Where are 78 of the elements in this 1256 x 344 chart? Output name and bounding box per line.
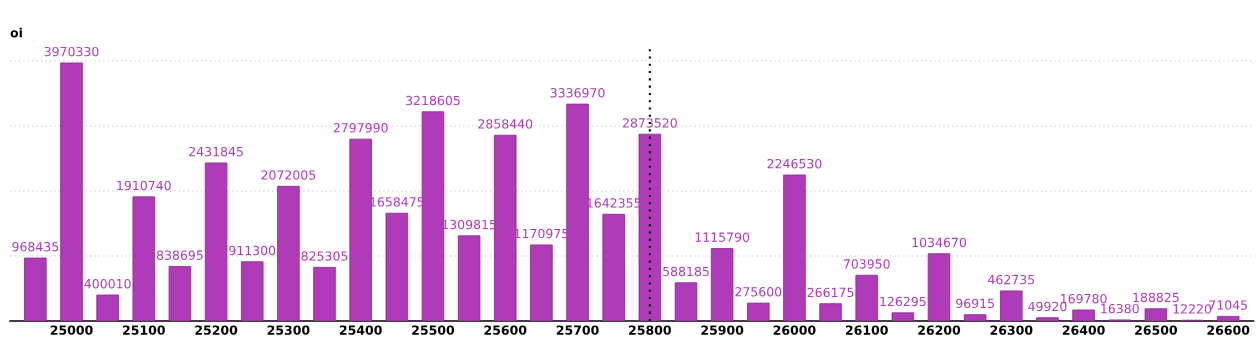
x-tick-label: 26300 [990, 325, 1033, 335]
data-label: 3218605 [406, 95, 460, 106]
data-label: 2858440 [478, 119, 533, 129]
bar [1000, 290, 1023, 321]
data-label: 12220 [1173, 304, 1212, 314]
data-label: 1910740 [117, 180, 171, 191]
bar [963, 314, 987, 321]
x-tick-label: 25500 [412, 325, 455, 335]
data-label: 2873520 [622, 118, 677, 128]
bar [24, 257, 47, 321]
bar [1036, 317, 1059, 321]
data-label: 400010 [84, 278, 131, 289]
x-tick-label: 25700 [556, 325, 599, 335]
bar [602, 213, 625, 321]
data-label: 588185 [663, 266, 709, 277]
bar [1072, 309, 1095, 321]
x-tick-label: 26200 [918, 325, 961, 335]
bar [204, 162, 228, 321]
x-tick-label: 25800 [629, 325, 671, 335]
bar [566, 103, 589, 321]
data-label: 3336970 [550, 88, 605, 98]
bar [240, 261, 264, 321]
data-label: 16380 [1101, 303, 1139, 314]
data-label: 968435 [12, 242, 59, 252]
x-tick-label: 25400 [339, 325, 382, 335]
data-label: 911300 [229, 245, 276, 256]
bar [783, 174, 806, 321]
data-label: 188825 [1133, 292, 1179, 303]
bar [819, 303, 842, 321]
x-tick-label: 26500 [1135, 325, 1178, 335]
bar [710, 248, 734, 321]
bar [132, 196, 156, 321]
data-label: 126295 [880, 296, 926, 307]
data-label: 703950 [843, 259, 890, 269]
bar [60, 62, 83, 321]
bar [1216, 315, 1240, 321]
data-label: 2431845 [189, 146, 243, 157]
bar [385, 212, 409, 321]
data-label: 2797990 [333, 123, 388, 133]
bar [457, 235, 481, 321]
bar [855, 274, 878, 321]
bar [674, 282, 698, 321]
data-label: 266175 [807, 287, 854, 298]
x-tick-label: 25000 [50, 325, 93, 335]
data-label: 3970330 [44, 46, 99, 57]
bar [927, 253, 951, 321]
data-label: 462735 [988, 274, 1035, 285]
bar [493, 134, 517, 321]
data-label: 96915 [956, 298, 994, 309]
bar [349, 138, 372, 321]
data-label: 275600 [735, 287, 782, 297]
x-tick-label: 25300 [267, 325, 310, 335]
bar [168, 266, 192, 321]
data-label: 2072005 [261, 170, 316, 180]
bar [891, 312, 915, 321]
bar [421, 111, 445, 321]
x-tick-label: 26400 [1062, 325, 1105, 335]
bar [277, 185, 300, 321]
x-tick-label: 25600 [484, 325, 527, 335]
x-tick-label: 25200 [195, 325, 238, 335]
y-axis-title: oi [10, 27, 22, 38]
data-label: 838695 [156, 250, 203, 260]
data-label: 825305 [301, 251, 348, 261]
data-label: 2246530 [767, 158, 822, 169]
bar [638, 133, 662, 321]
data-label: 1115790 [695, 232, 750, 242]
bar [747, 302, 770, 321]
x-tick-label: 26100 [845, 325, 888, 335]
x-tick-label: 25900 [701, 325, 744, 335]
data-label: 1034670 [912, 237, 967, 248]
bar [96, 294, 119, 321]
x-tick-label: 26600 [1207, 325, 1250, 335]
x-tick-label: 26000 [773, 325, 816, 335]
bar [313, 266, 336, 321]
bar [530, 244, 553, 321]
bar [1144, 308, 1168, 321]
x-tick-label: 25100 [123, 325, 165, 335]
data-label: 71045 [1209, 300, 1247, 310]
